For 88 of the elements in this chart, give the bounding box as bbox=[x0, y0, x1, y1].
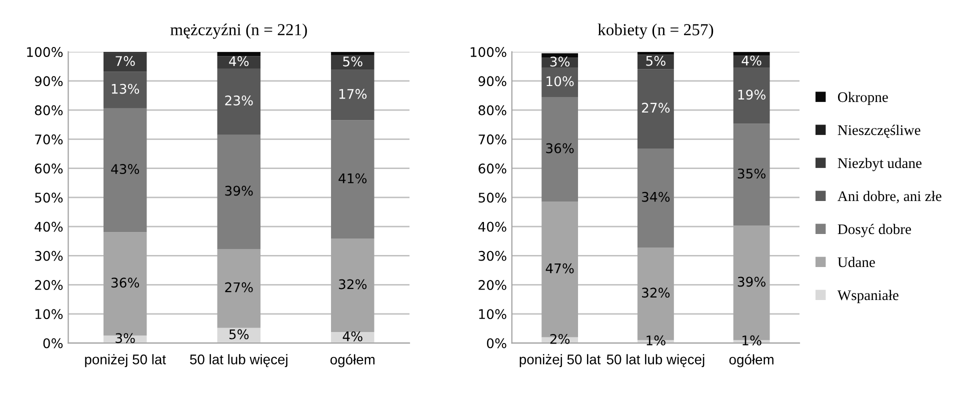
x-tick-label: poniżej 50 lat bbox=[85, 354, 166, 368]
x-tick-label: ogółem bbox=[330, 354, 374, 368]
data-label: 36% bbox=[546, 143, 574, 154]
data-label: 32% bbox=[338, 279, 367, 290]
y-tick-label: 60% bbox=[34, 164, 63, 174]
y-tick-label: 30% bbox=[478, 250, 506, 261]
y-tick-label: 90% bbox=[478, 76, 506, 86]
data-label: 39% bbox=[225, 186, 253, 196]
data-label: 27% bbox=[225, 282, 253, 292]
data-label: 4% bbox=[742, 56, 762, 66]
bar bbox=[217, 52, 260, 56]
data-label: 7% bbox=[116, 56, 135, 66]
x-tick-label: 50 lat lub więcej bbox=[190, 354, 288, 368]
y-tick-label: 70% bbox=[35, 134, 63, 144]
bar bbox=[104, 52, 147, 72]
y-tick-label: 0% bbox=[486, 338, 506, 348]
y-tick-label: 100% bbox=[470, 47, 506, 58]
data-label: 41% bbox=[338, 173, 367, 184]
data-label: 5% bbox=[229, 329, 249, 340]
data-label: 23% bbox=[225, 95, 253, 106]
bar bbox=[331, 70, 374, 120]
x-tick-label: 50 lat lub więcej bbox=[606, 354, 704, 368]
y-tick-label: 40% bbox=[478, 222, 506, 232]
data-label: 5% bbox=[343, 56, 362, 66]
data-label: 13% bbox=[112, 84, 140, 94]
y-tick-label: 70% bbox=[478, 134, 506, 144]
data-label: 1% bbox=[742, 335, 762, 346]
data-label: 19% bbox=[738, 90, 766, 100]
bar bbox=[104, 108, 147, 232]
legend-label: Udane bbox=[838, 256, 875, 268]
legend-label: Niezbyt udane bbox=[838, 158, 922, 172]
data-label: 1% bbox=[646, 335, 666, 346]
bar bbox=[637, 148, 674, 248]
bar bbox=[331, 120, 374, 239]
bar bbox=[217, 56, 260, 68]
chart-title: mężczyźni (n = 221) bbox=[170, 24, 307, 39]
data-label: 39% bbox=[738, 276, 766, 287]
bar bbox=[104, 72, 147, 108]
x-tick-label: poniżej 50 lat bbox=[520, 354, 601, 368]
x-tick-label: ogółem bbox=[729, 354, 774, 368]
data-label: 2% bbox=[550, 334, 570, 344]
legend-label: Nieszczęśliwe bbox=[838, 124, 920, 138]
bar bbox=[331, 52, 374, 56]
data-label: 5% bbox=[646, 56, 666, 66]
y-tick-label: 20% bbox=[35, 280, 63, 290]
data-label: 36% bbox=[111, 278, 140, 288]
y-tick-label: 20% bbox=[478, 280, 506, 290]
y-tick-label: 10% bbox=[479, 309, 506, 320]
data-label: 35% bbox=[738, 168, 766, 179]
data-label: 3% bbox=[116, 333, 135, 344]
y-tick-label: 10% bbox=[36, 309, 63, 320]
bar bbox=[733, 124, 770, 226]
bar bbox=[733, 52, 770, 56]
y-tick-label: 80% bbox=[34, 105, 63, 116]
y-tick-label: 90% bbox=[34, 76, 63, 86]
legend-label: Dosyć dobre bbox=[838, 224, 911, 238]
bar bbox=[331, 238, 374, 332]
data-label: 34% bbox=[642, 192, 670, 202]
data-label: 3% bbox=[550, 56, 570, 67]
y-tick-label: 30% bbox=[35, 250, 63, 261]
y-tick-label: 0% bbox=[43, 338, 63, 348]
y-tick-label: 50% bbox=[35, 192, 63, 203]
bar bbox=[217, 134, 260, 249]
bar bbox=[331, 55, 374, 70]
data-label: 17% bbox=[339, 88, 367, 99]
data-label: 32% bbox=[642, 288, 670, 298]
y-tick-label: 40% bbox=[34, 222, 63, 232]
bar bbox=[637, 52, 674, 55]
data-label: 43% bbox=[111, 164, 140, 174]
bar bbox=[733, 68, 770, 124]
y-tick-label: 60% bbox=[478, 164, 506, 174]
data-label: 27% bbox=[642, 102, 670, 113]
legend-label: Ani dobre, ani złe bbox=[838, 190, 942, 204]
bar bbox=[542, 68, 578, 97]
data-label: 10% bbox=[546, 76, 574, 86]
legend-label: Wspaniałe bbox=[837, 290, 898, 304]
chart-title: kobiety (n = 257) bbox=[598, 24, 714, 39]
y-tick-label: 100% bbox=[27, 47, 63, 58]
data-label: 4% bbox=[342, 331, 362, 342]
bar bbox=[637, 69, 674, 149]
bar bbox=[217, 248, 260, 328]
legend-label: Okropne bbox=[838, 92, 888, 106]
data-label: 4% bbox=[229, 56, 249, 66]
y-tick-label: 50% bbox=[478, 192, 506, 203]
bar bbox=[217, 68, 260, 135]
data-label: 47% bbox=[546, 263, 574, 274]
bar bbox=[542, 96, 578, 202]
y-tick-label: 80% bbox=[478, 105, 506, 116]
